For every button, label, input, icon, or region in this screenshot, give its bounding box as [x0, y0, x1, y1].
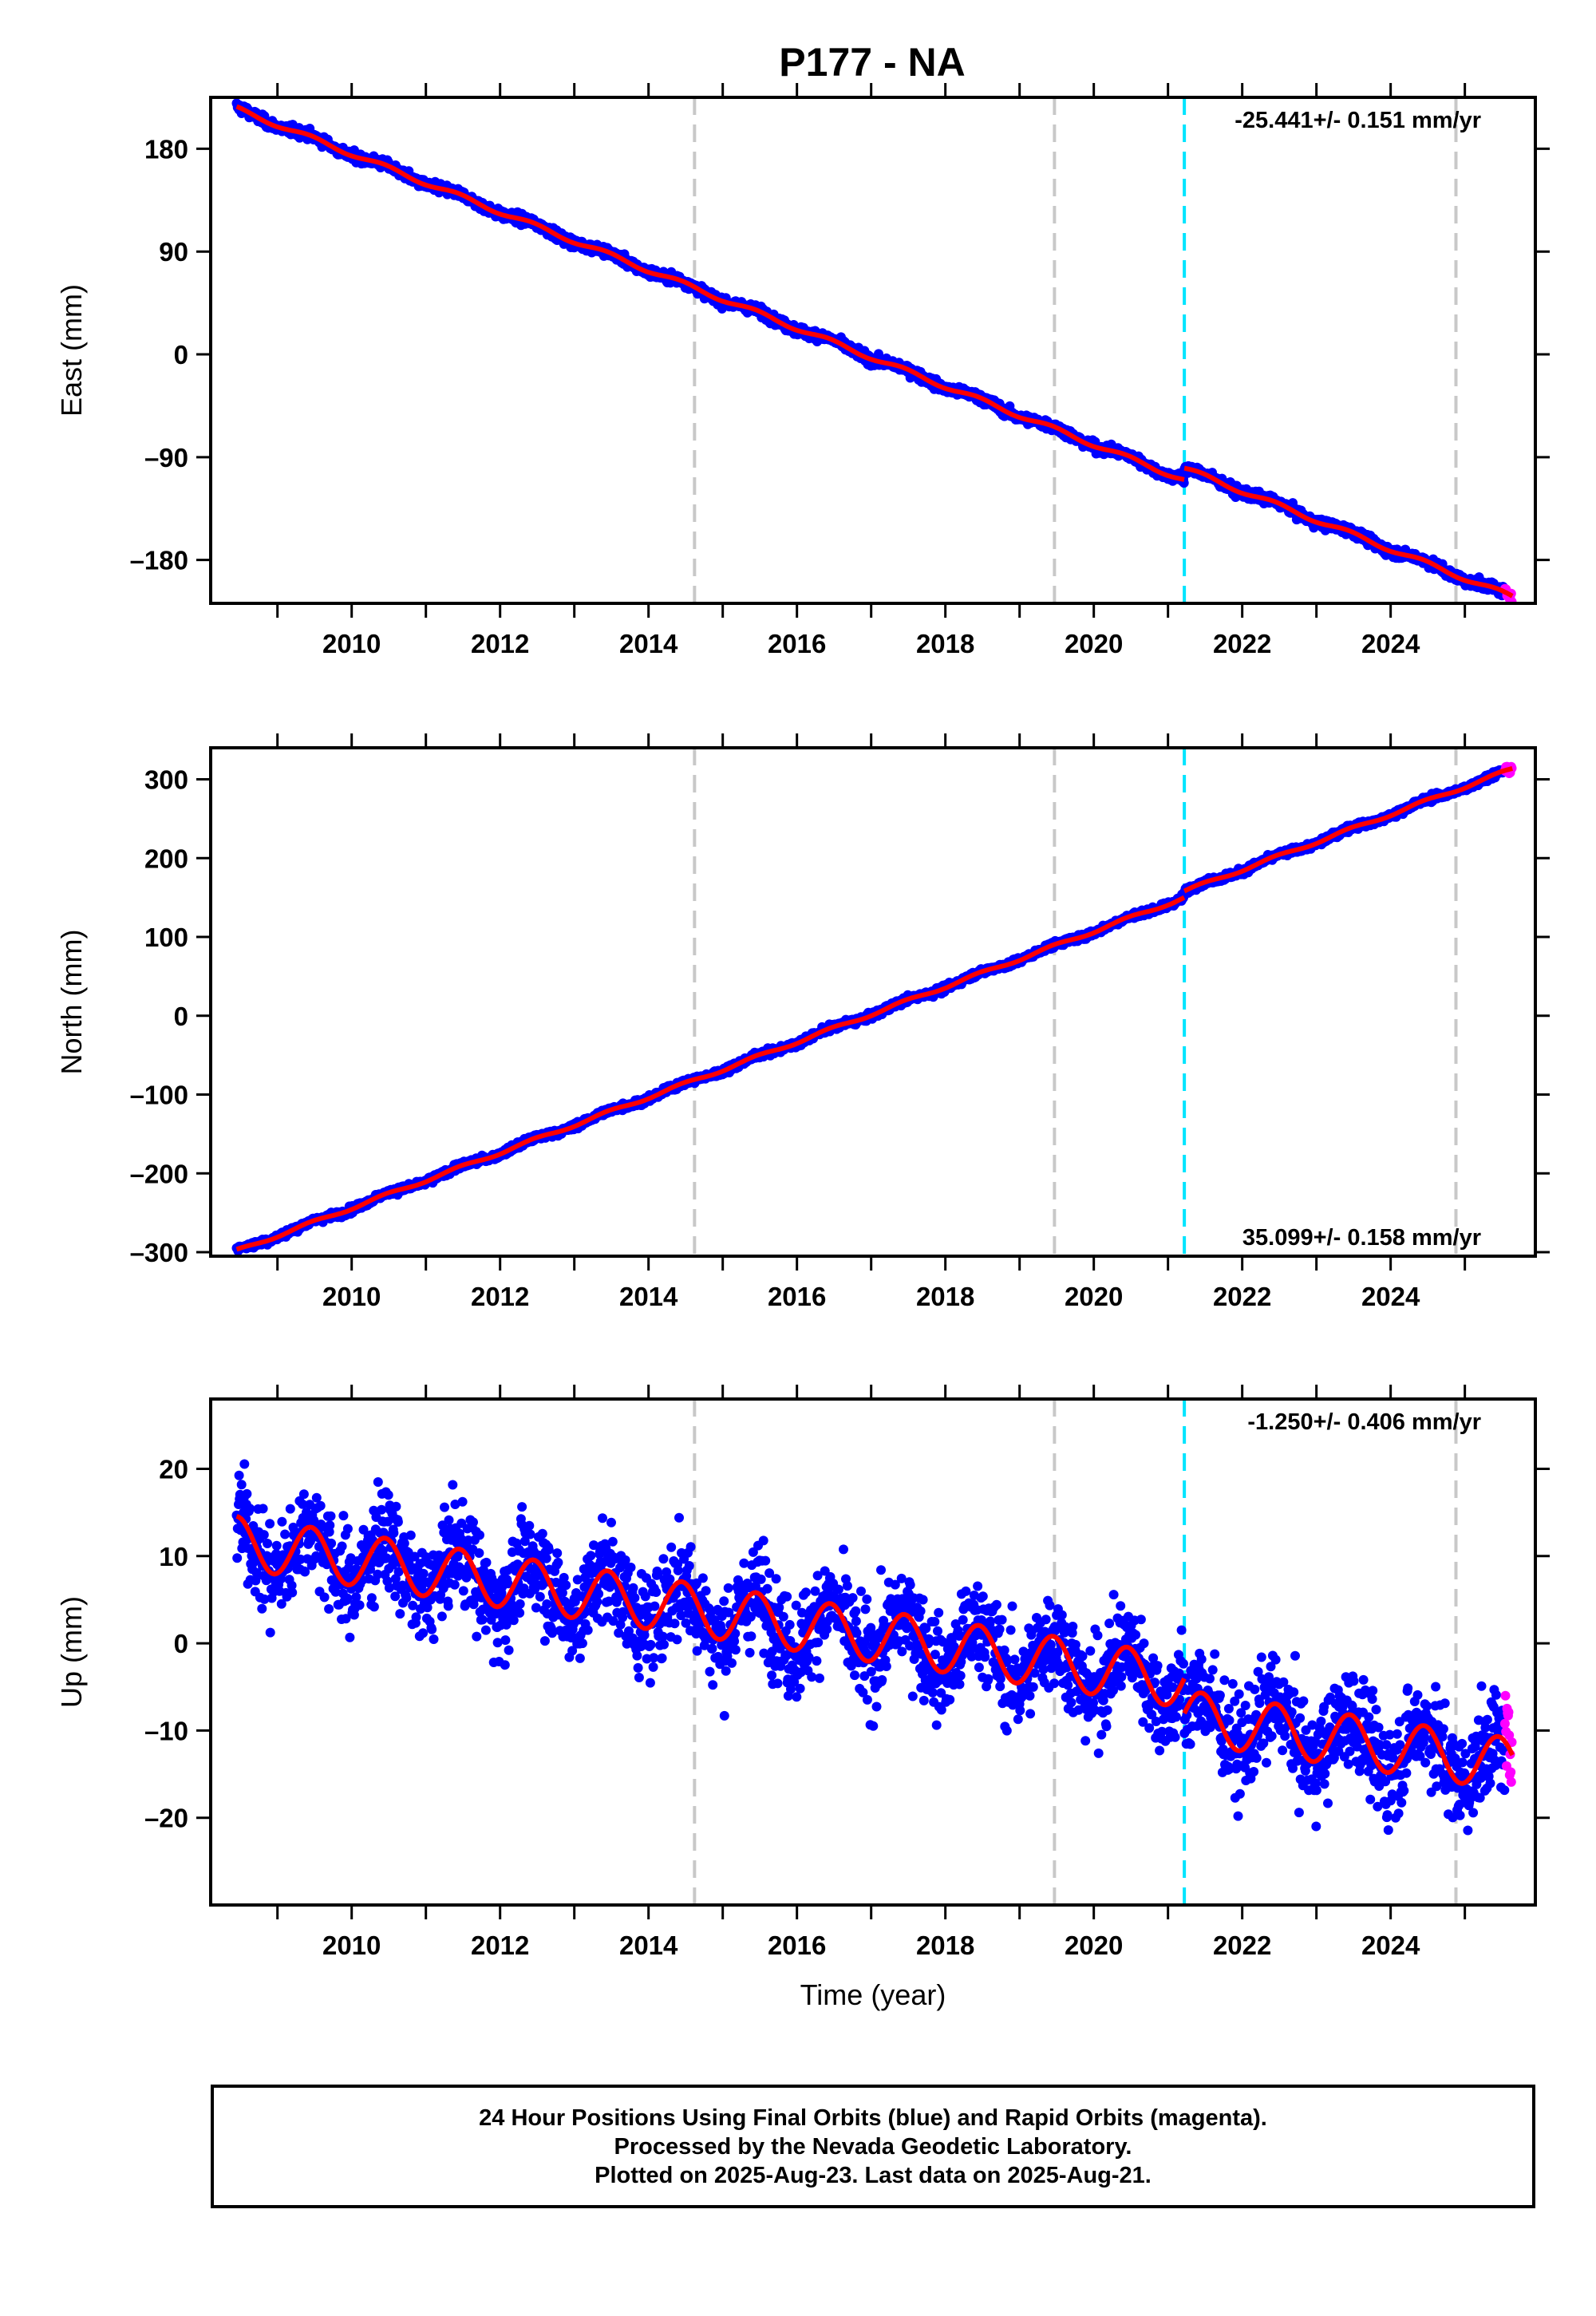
model-fit-line — [1183, 465, 1514, 599]
x-tick-label: 2022 — [1213, 629, 1271, 658]
x-tick-label: 2012 — [471, 629, 529, 658]
x-tick-label: 2010 — [322, 629, 381, 658]
velocity-rate-label: -25.441+/- 0.151 mm/yr — [1235, 108, 1481, 133]
panel-east: 2010 2012 2014 2016 2018 2020 2022 2024 –180 –90 0… — [55, 83, 1550, 658]
model-fit-line — [235, 104, 1185, 482]
figure-title: P177 - NA — [779, 40, 965, 85]
y-tick-label: –90 — [144, 443, 188, 472]
east-plot-area — [231, 97, 1517, 603]
y-tick-label: 90 — [159, 237, 188, 267]
y-axis-label: East (mm) — [55, 284, 88, 417]
x-tick-label: 2014 — [619, 629, 678, 658]
east-panel-frame — [209, 96, 1537, 605]
y-tick-label: –180 — [130, 546, 188, 575]
x-tick-label: 2016 — [768, 629, 826, 658]
x-tick-label: 2020 — [1065, 629, 1123, 658]
rapid-orbit-point — [1507, 596, 1517, 603]
y-tick-label: 180 — [144, 134, 188, 164]
x-tick-label: 2018 — [916, 629, 974, 658]
panel-north: 2010 2012 2014 2016 2018 2020 2022 2024–300–200… — [55, 733, 1550, 1311]
x-tick-label: 2024 — [1361, 629, 1420, 658]
north-plot-area — [231, 748, 1517, 1256]
y-tick-label: 0 — [174, 340, 188, 370]
